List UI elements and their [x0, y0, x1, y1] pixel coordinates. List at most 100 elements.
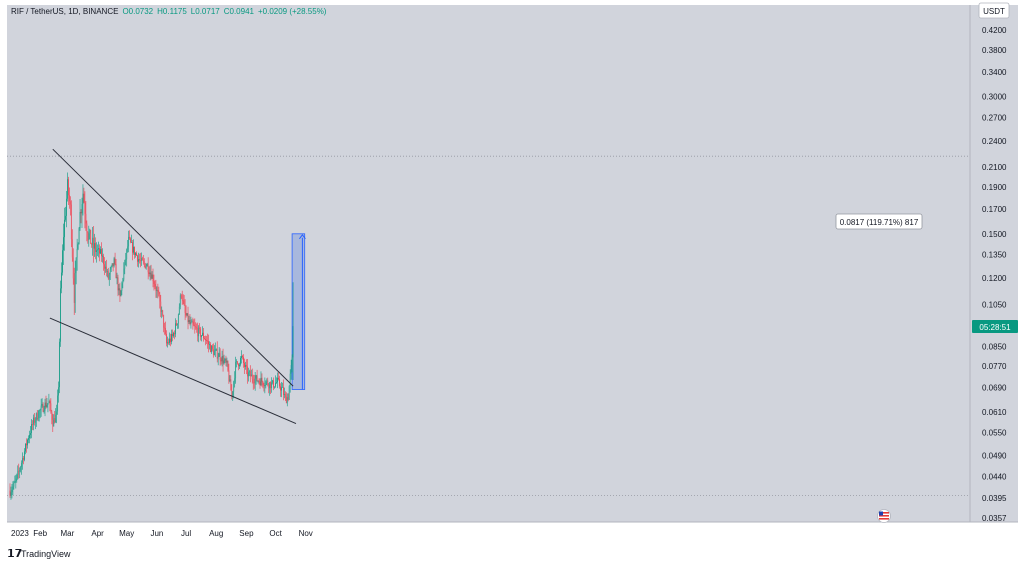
- plot-area[interactable]: [7, 5, 970, 522]
- candle-body: [12, 486, 14, 490]
- candle-body: [282, 387, 283, 388]
- candle-body: [74, 273, 76, 303]
- candle-body: [63, 237, 64, 251]
- candle-body: [286, 397, 288, 404]
- price-tick-label: 0.3000: [982, 93, 1007, 102]
- candle-body: [241, 356, 242, 358]
- candle-body: [107, 271, 109, 279]
- candle-body: [259, 381, 261, 386]
- candle-body: [177, 314, 179, 324]
- candle-body: [202, 332, 203, 336]
- candle-body: [193, 324, 195, 326]
- candle-body: [93, 237, 95, 249]
- candle-body: [276, 382, 277, 384]
- candle-body: [160, 301, 162, 312]
- candle-body: [181, 295, 183, 301]
- trendline-upper[interactable]: [52, 148, 294, 387]
- price-tag-text: 05:28:51: [979, 323, 1011, 332]
- candle-body: [108, 274, 110, 279]
- candle-body: [151, 274, 153, 279]
- trendline-lower[interactable]: [49, 317, 297, 425]
- candle-body: [235, 362, 237, 379]
- candle-body: [88, 233, 90, 240]
- candle-body: [96, 250, 97, 252]
- candle-body: [98, 248, 99, 250]
- us-flag-icon[interactable]: [877, 509, 891, 523]
- candle-body: [270, 382, 272, 389]
- candle-body: [247, 372, 249, 377]
- price-axis[interactable]: [970, 5, 1018, 522]
- trendlines[interactable]: [49, 148, 297, 425]
- candle-body: [283, 387, 284, 395]
- candlestick-series: [9, 172, 294, 500]
- candle-body: [205, 339, 206, 341]
- candle-body: [166, 333, 167, 344]
- candle-body: [132, 242, 133, 253]
- candle-body: [122, 279, 124, 284]
- candle-body: [118, 288, 120, 291]
- candle-body: [124, 260, 126, 269]
- measure-rect[interactable]: [291, 233, 306, 390]
- candle-body: [170, 338, 171, 342]
- time-tick-label: Apr: [91, 529, 104, 538]
- price-tick-label: 0.1700: [982, 205, 1007, 214]
- candle-body: [260, 377, 262, 386]
- time-tick-label: Aug: [209, 529, 223, 538]
- currency-button[interactable]: USDT: [978, 2, 1010, 19]
- price-tick-label: 0.1350: [982, 251, 1007, 260]
- candle-body: [152, 274, 154, 282]
- candle-body: [117, 277, 119, 291]
- candle-body: [244, 363, 245, 367]
- candle-body: [203, 332, 204, 339]
- candle-body: [147, 263, 149, 273]
- candle-body: [197, 329, 199, 337]
- candle-body: [254, 378, 256, 384]
- tv-logo-icon: 𝟭𝟳: [7, 548, 22, 560]
- candle-body: [85, 213, 87, 224]
- candle-body: [262, 381, 264, 385]
- candle-body: [68, 179, 69, 196]
- candle-body: [72, 257, 74, 279]
- price-tick-label: 0.0357: [982, 514, 1007, 523]
- candle-body: [190, 322, 192, 324]
- candle-body: [101, 249, 102, 257]
- price-tick-label: 0.3800: [982, 46, 1007, 55]
- candle-body: [48, 401, 50, 404]
- price-range-measure[interactable]: [291, 233, 306, 390]
- measure-label-text: 0.0817 (119.71%) 817: [840, 218, 919, 227]
- candle-body: [228, 370, 230, 382]
- candle-body: [135, 253, 136, 255]
- candle-body: [232, 391, 234, 396]
- candle-body: [229, 379, 231, 382]
- candle-body: [81, 204, 83, 214]
- candle-body: [84, 202, 86, 214]
- candle-body: [29, 434, 30, 439]
- candle-body: [206, 340, 207, 341]
- current-price-tag[interactable]: 05:28:51: [972, 320, 1018, 333]
- candle-body: [19, 470, 21, 472]
- candle-body: [261, 377, 263, 382]
- candle-body: [283, 394, 285, 395]
- candle-body: [155, 286, 157, 291]
- candle-body: [90, 229, 92, 244]
- candle-body: [57, 395, 59, 412]
- candle-body: [128, 236, 130, 247]
- candle-body: [227, 361, 229, 371]
- price-tick-label: 0.0610: [982, 408, 1007, 417]
- candle-body: [53, 418, 55, 427]
- candle-body: [153, 281, 155, 284]
- candle-body: [115, 263, 117, 279]
- candle-body: [288, 386, 290, 400]
- candle-body: [245, 365, 246, 367]
- candle-body: [134, 246, 135, 255]
- candle-body: [256, 375, 258, 381]
- tradingview-logo[interactable]: 𝟭𝟳 TradingView: [7, 548, 71, 560]
- candle-body: [289, 373, 291, 386]
- candle-body: [180, 295, 182, 297]
- candle-body: [196, 327, 198, 330]
- candle-body: [161, 310, 163, 312]
- legend-line: RIF / TetherUS, 1D, BINANCE O0.0732 H0.117…: [11, 7, 327, 16]
- candle-body: [26, 443, 27, 446]
- price-tick-label: 0.0395: [982, 494, 1007, 503]
- candle-body: [246, 365, 247, 367]
